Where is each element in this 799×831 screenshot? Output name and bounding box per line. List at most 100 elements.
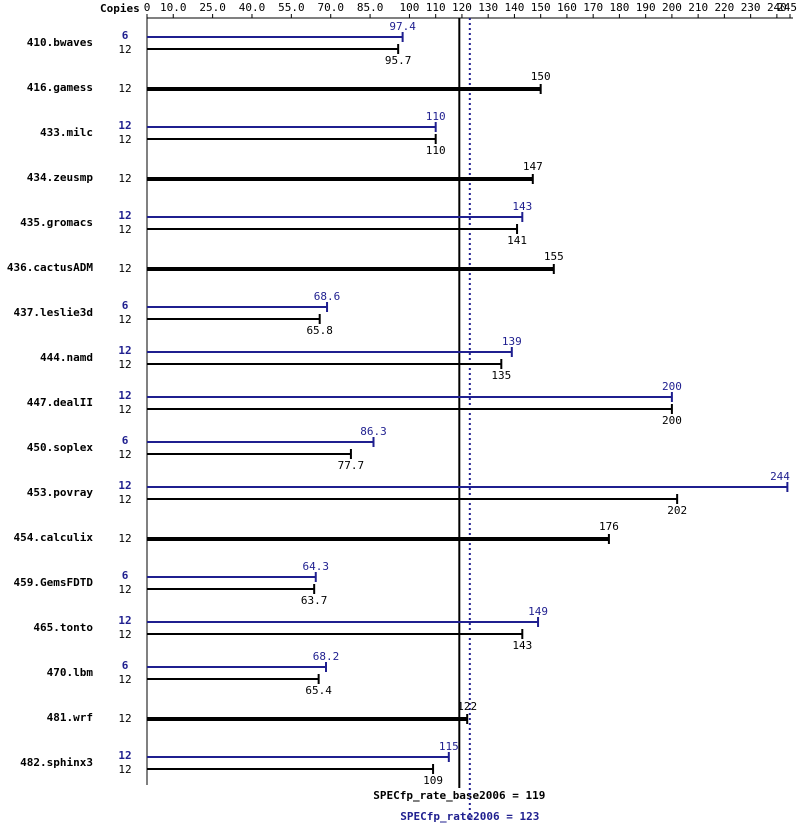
- value-label: 65.4: [305, 684, 332, 697]
- x-tick-label: 245: [777, 1, 797, 14]
- copies-label: 12: [118, 223, 131, 236]
- copies-label: 12: [118, 712, 131, 725]
- x-tick-label: 210: [688, 1, 708, 14]
- category-label: 459.GemsFDTD: [14, 576, 94, 589]
- copies-label: 12: [118, 313, 131, 326]
- copies-label: 6: [122, 299, 129, 312]
- x-tick-label: 130: [478, 1, 498, 14]
- x-tick-label: 140: [504, 1, 524, 14]
- x-tick-label: 170: [583, 1, 603, 14]
- x-tick-label: 70.0: [317, 1, 344, 14]
- category-label: 454.calculix: [14, 531, 94, 544]
- x-tick-label: 220: [714, 1, 734, 14]
- value-label: 143: [512, 200, 532, 213]
- category-label: 436.cactusADM: [7, 261, 93, 274]
- x-tick-label: 200: [662, 1, 682, 14]
- category-label: 447.dealII: [27, 396, 93, 409]
- copies-label: 12: [118, 82, 131, 95]
- value-label: 110: [426, 144, 446, 157]
- value-label: 150: [531, 70, 551, 83]
- copies-label: 12: [118, 479, 131, 492]
- x-tick-label: 85.0: [357, 1, 384, 14]
- copies-label: 12: [118, 358, 131, 371]
- category-label: 416.gamess: [27, 81, 93, 94]
- value-label: 86.3: [360, 425, 387, 438]
- copies-label: 12: [118, 389, 131, 402]
- value-label: 115: [439, 740, 459, 753]
- category-label: 482.sphinx3: [20, 756, 93, 769]
- category-label: 465.tonto: [33, 621, 93, 634]
- category-label: 437.leslie3d: [14, 306, 93, 319]
- value-label: 122: [457, 700, 477, 713]
- x-tick-label: 100: [400, 1, 420, 14]
- category-label: 435.gromacs: [20, 216, 93, 229]
- copies-label: 12: [118, 763, 131, 776]
- copies-label: 12: [118, 673, 131, 686]
- reference-label: SPECfp_rate_base2006 = 119: [373, 789, 545, 802]
- x-tick-label: 25.0: [199, 1, 226, 14]
- x-tick-label: 120: [452, 1, 472, 14]
- category-label: 444.namd: [40, 351, 93, 364]
- value-label: 97.4: [389, 20, 416, 33]
- value-label: 141: [507, 234, 527, 247]
- x-tick-label: 110: [426, 1, 446, 14]
- category-label: 453.povray: [27, 486, 94, 499]
- value-label: 135: [491, 369, 511, 382]
- value-label: 155: [544, 250, 564, 263]
- value-label: 200: [662, 414, 682, 427]
- copies-label: 6: [122, 569, 129, 582]
- copies-label: 12: [118, 119, 131, 132]
- category-label: 434.zeusmp: [27, 171, 94, 184]
- category-label: 470.lbm: [47, 666, 94, 679]
- copies-label: 12: [118, 403, 131, 416]
- x-tick-label: 190: [636, 1, 656, 14]
- copies-label: 12: [118, 43, 131, 56]
- copies-label: 12: [118, 133, 131, 146]
- copies-label: 6: [122, 434, 129, 447]
- category-label: 481.wrf: [47, 711, 93, 724]
- value-label: 64.3: [303, 560, 330, 573]
- x-tick-label: 150: [531, 1, 551, 14]
- value-label: 65.8: [306, 324, 333, 337]
- reference-label: SPECfp_rate2006 = 123: [400, 810, 539, 823]
- value-label: 68.6: [314, 290, 341, 303]
- value-label: 109: [423, 774, 443, 787]
- x-tick-label: 40.0: [239, 1, 266, 14]
- copies-label: 12: [118, 262, 131, 275]
- copies-label: 12: [118, 628, 131, 641]
- copies-label: 12: [118, 209, 131, 222]
- value-label: 139: [502, 335, 522, 348]
- copies-label: 12: [118, 749, 131, 762]
- value-label: 63.7: [301, 594, 328, 607]
- category-label: 450.soplex: [27, 441, 94, 454]
- copies-label: 12: [118, 583, 131, 596]
- x-tick-label: 240: [767, 1, 787, 14]
- value-label: 149: [528, 605, 548, 618]
- value-label: 202: [667, 504, 687, 517]
- copies-label: 12: [118, 532, 131, 545]
- copies-label: 12: [118, 614, 131, 627]
- value-label: 200: [662, 380, 682, 393]
- value-label: 176: [599, 520, 619, 533]
- category-label: 433.milc: [40, 126, 93, 139]
- x-tick-label: 160: [557, 1, 577, 14]
- value-label: 110: [426, 110, 446, 123]
- value-label: 68.2: [313, 650, 340, 663]
- copies-label: 12: [118, 172, 131, 185]
- x-tick-label: 10.0: [160, 1, 187, 14]
- value-label: 143: [512, 639, 532, 652]
- x-tick-label: 0: [144, 1, 151, 14]
- copies-label: 12: [118, 493, 131, 506]
- copies-header: Copies: [100, 2, 140, 15]
- copies-label: 6: [122, 29, 129, 42]
- value-label: 77.7: [338, 459, 365, 472]
- copies-label: 12: [118, 344, 131, 357]
- value-label: 95.7: [385, 54, 412, 67]
- value-label: 147: [523, 160, 543, 173]
- category-label: 410.bwaves: [27, 36, 93, 49]
- copies-label: 6: [122, 659, 129, 672]
- x-tick-label: 180: [609, 1, 629, 14]
- copies-label: 12: [118, 448, 131, 461]
- x-tick-label: 230: [741, 1, 761, 14]
